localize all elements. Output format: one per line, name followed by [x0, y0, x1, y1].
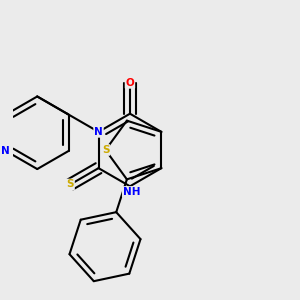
Text: N: N: [94, 127, 103, 137]
Text: S: S: [67, 179, 74, 190]
Text: NH: NH: [123, 187, 140, 197]
Text: S: S: [102, 145, 109, 155]
Text: N: N: [2, 146, 10, 156]
Text: O: O: [126, 78, 134, 88]
